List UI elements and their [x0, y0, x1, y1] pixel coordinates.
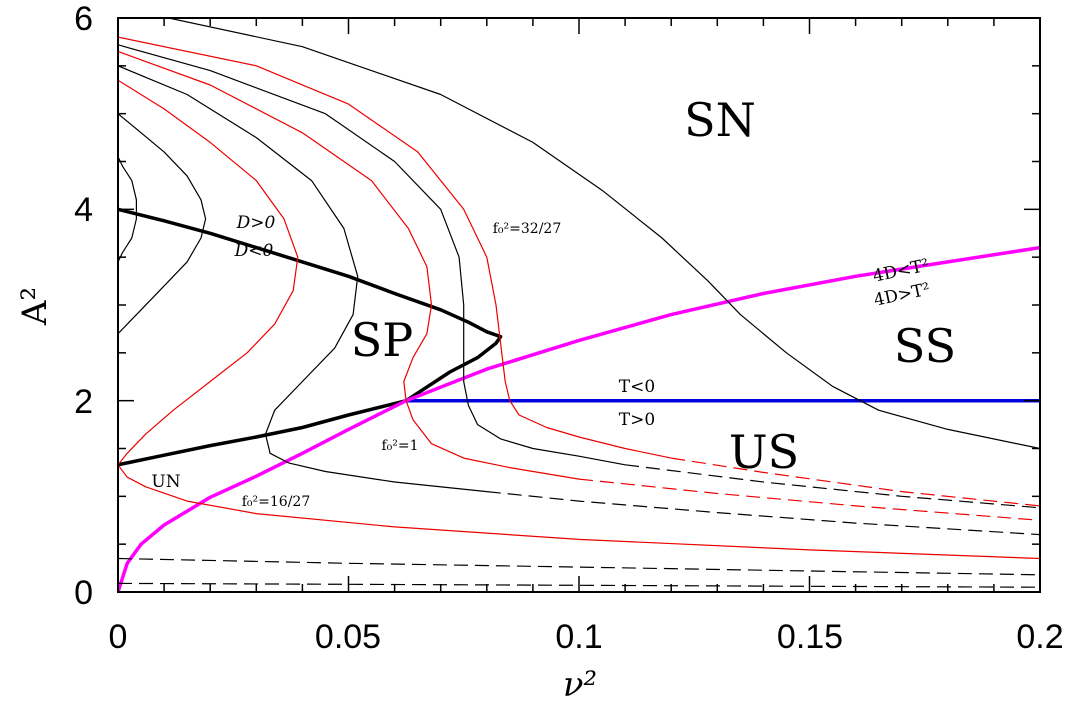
series-curve-16: [118, 582, 1040, 588]
series-curve-14: [168, 18, 1040, 450]
series-curve-0: [118, 207, 503, 467]
series-curve-7: [486, 491, 1040, 536]
label-t-negative: T<0: [619, 377, 655, 397]
label-d-negative: D<0: [234, 241, 274, 261]
x-tick-label: 0: [109, 618, 128, 656]
y-tick-label: 2: [74, 383, 93, 421]
region-label-us: US: [729, 425, 799, 479]
label-f0-32-27: f₀²=32/27: [493, 221, 561, 237]
y-axis-label: A²: [15, 287, 55, 326]
x-tick-label: 0.2: [1016, 618, 1063, 656]
label-f0-16-27: f₀²=16/27: [242, 494, 310, 510]
series-curve-2: [118, 245, 1040, 592]
series-curve-11: [625, 464, 1040, 509]
series-curve-12: [118, 36, 672, 459]
series-curve-5: [118, 79, 1040, 560]
x-tick-label: 0.15: [777, 618, 843, 656]
region-label-ss: SS: [894, 319, 956, 373]
label-t-positive: T>0: [619, 410, 655, 430]
series-curve-15: [118, 557, 1040, 576]
series-curve-4: [118, 113, 207, 335]
y-tick-label: 4: [74, 191, 93, 229]
series-curve-10: [118, 44, 626, 466]
label-f0-1: f₀²=1: [381, 438, 418, 454]
region-label-sn: SN: [684, 93, 756, 147]
y-tick-label: 6: [74, 0, 93, 38]
series-curve-6: [118, 65, 487, 493]
series-curve-13: [671, 457, 1040, 507]
series-curve-3: [118, 156, 137, 263]
region-label-un: UN: [151, 472, 180, 492]
region-label-sp: SP: [351, 313, 413, 367]
x-tick-label: 0.05: [315, 618, 381, 656]
series-curve-8: [118, 50, 580, 480]
series-layer: [118, 18, 1040, 592]
series-curve-9: [578, 478, 1040, 521]
x-axis-label: ν²: [563, 665, 597, 705]
x-tick-label: 0.1: [555, 618, 602, 656]
y-tick-label: 0: [74, 574, 93, 612]
label-d-positive: D>0: [236, 213, 276, 233]
ticks-layer: [117, 17, 1041, 593]
